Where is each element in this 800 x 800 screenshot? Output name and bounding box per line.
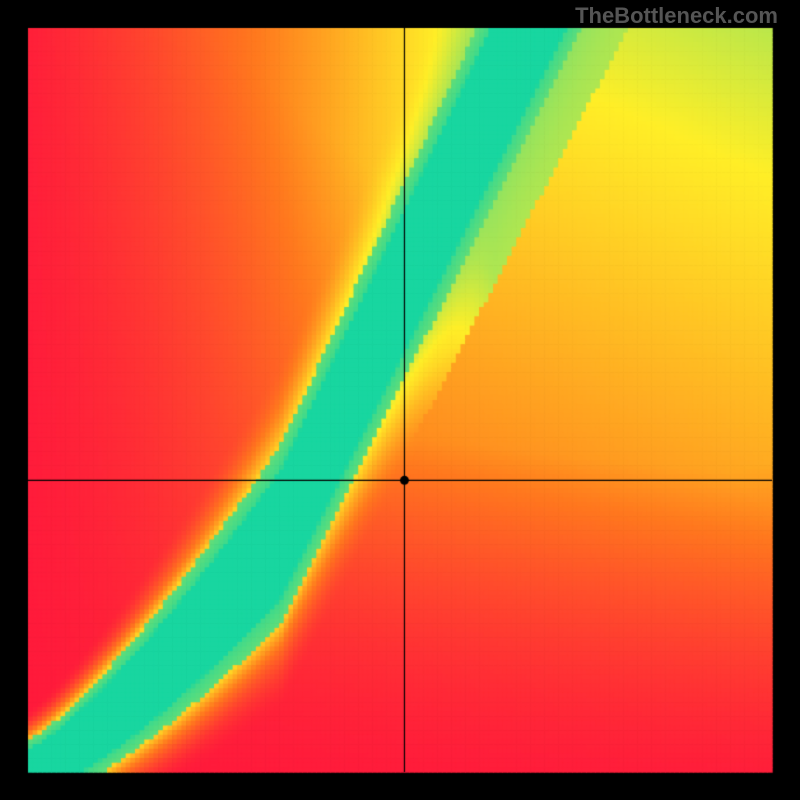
watermark-text: TheBottleneck.com [575,3,778,29]
chart-container: TheBottleneck.com [0,0,800,800]
bottleneck-heatmap [0,0,800,800]
